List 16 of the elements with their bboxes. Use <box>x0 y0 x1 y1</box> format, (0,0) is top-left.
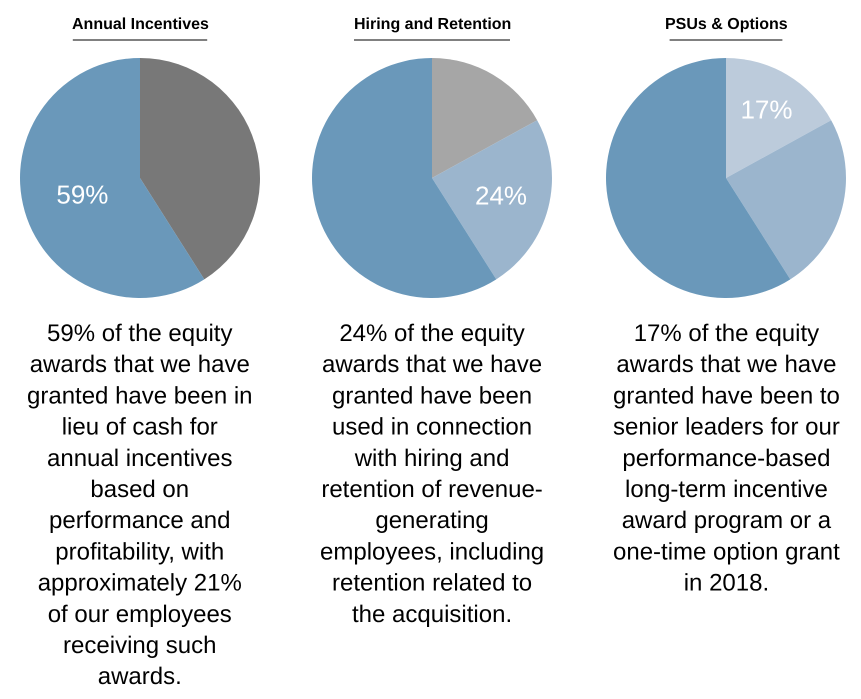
pie-slice <box>140 58 260 280</box>
chart-title: PSUs & Options <box>665 16 788 33</box>
text: 24% of the equity awards that we have granted have been used in connection with hiring and retention of revenue- generating employees, including retention related to the acquisition. <box>320 320 544 628</box>
data-label: 17% <box>740 94 793 125</box>
data-label: 24% <box>474 180 528 211</box>
pie-slice <box>726 120 846 280</box>
text: 59% of the equity awards that we have granted have been in lieu of cash for annual incentives based on performance and profitability, with approximately 21% of our employees receiving such awards. <box>27 320 253 690</box>
pie-slice <box>726 58 832 178</box>
pie-slice <box>20 58 204 298</box>
text: 17% of the equity awards that we have granted have been to senior leaders for our performance-based long-term incentive award program or a one-time option grant in 2018. <box>613 320 840 597</box>
chart-title: Hiring and Retention <box>354 16 512 33</box>
pie-slice <box>606 58 790 298</box>
data-label: 59% <box>56 180 108 210</box>
pie-slice <box>432 58 538 178</box>
chart-title: Annual Incentives <box>72 16 210 33</box>
pie-slice <box>432 120 552 280</box>
